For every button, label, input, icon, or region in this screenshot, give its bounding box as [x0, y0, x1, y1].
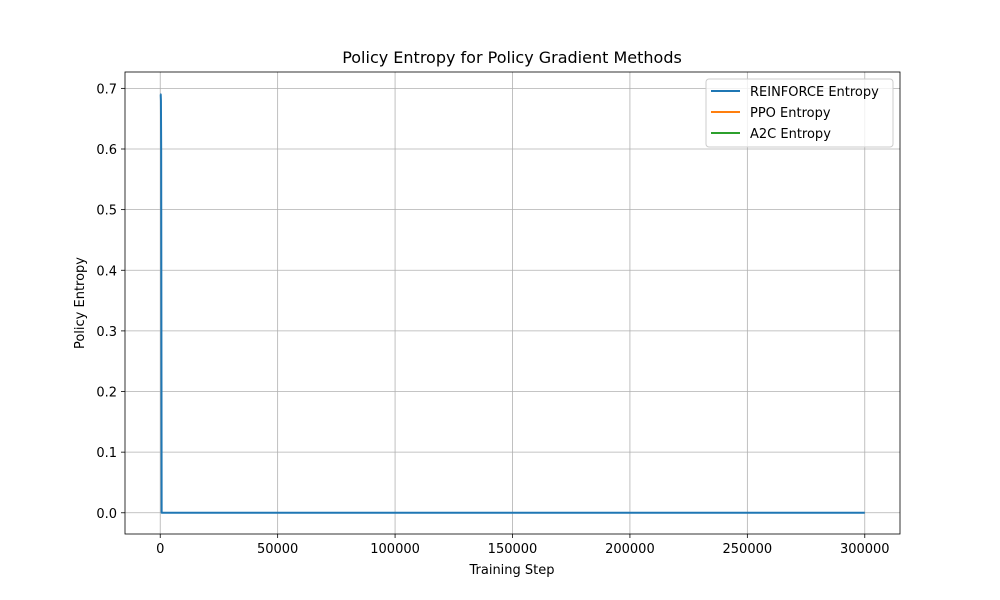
x-axis-label: Training Step [468, 563, 554, 578]
legend-label: PPO Entropy [750, 106, 831, 121]
y-tick-label: 0.1 [96, 446, 117, 461]
legend-label: REINFORCE Entropy [750, 85, 879, 100]
grid [125, 72, 900, 534]
series-line [159, 93, 865, 514]
legend-box [705, 78, 894, 148]
x-tick-label: 0 [156, 542, 164, 557]
x-tick-label: 150000 [488, 542, 538, 557]
y-axis-ticks: 0.0 0.1 0.2 0.3 0.4 0.5 0.6 0.7 [96, 82, 125, 522]
y-axis-label: Policy Entropy [73, 257, 88, 349]
chart-title: Policy Entropy for Policy Gradient Metho… [342, 48, 682, 67]
y-tick-label: 0.4 [96, 264, 117, 279]
legend: REINFORCE Entropy PPO Entropy A2C Entropy [705, 78, 894, 148]
x-tick-label: 50000 [257, 542, 298, 557]
legend-label: A2C Entropy [750, 127, 831, 142]
y-tick-label: 0.3 [96, 325, 117, 340]
y-tick-label: 0.0 [96, 507, 117, 522]
y-tick-label: 0.7 [96, 82, 117, 97]
series-lines [159, 93, 865, 514]
x-axis-ticks: 0 50000 100000 150000 200000 250000 300000 [156, 534, 890, 557]
x-tick-label: 250000 [723, 542, 773, 557]
x-tick-label: 300000 [840, 542, 890, 557]
y-tick-label: 0.5 [96, 204, 117, 219]
y-tick-label: 0.6 [96, 143, 117, 158]
y-tick-label: 0.2 [96, 386, 117, 401]
x-tick-label: 200000 [605, 542, 655, 557]
x-tick-label: 100000 [370, 542, 420, 557]
